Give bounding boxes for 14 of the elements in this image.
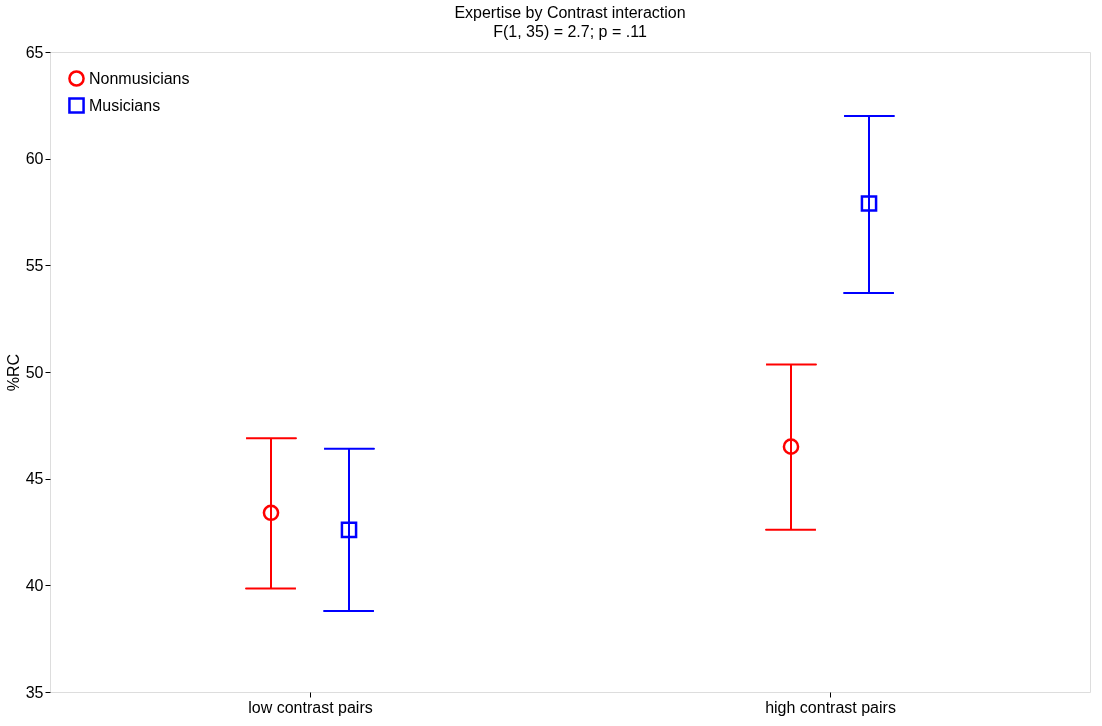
y-tick-label: 55 [25,256,44,274]
legend-label: Nonmusicians [89,69,190,87]
x-tick-label: high contrast pairs [765,698,896,716]
y-axis-title: %RC [4,353,22,392]
legend-label: Musicians [89,96,161,114]
y-tick-label: 65 [25,43,44,61]
y-tick-label: 45 [25,470,44,488]
y-tick-label: 50 [25,363,44,381]
y-tick-label: 60 [25,150,44,168]
chart-subtitle: F(1, 35) = 2.7; p = .11 [493,23,647,40]
y-tick-label: 40 [25,576,44,594]
x-tick-label: low contrast pairs [248,698,373,716]
y-tick-label: 35 [25,683,44,701]
chart-title: Expertise by Contrast interaction [454,4,686,21]
